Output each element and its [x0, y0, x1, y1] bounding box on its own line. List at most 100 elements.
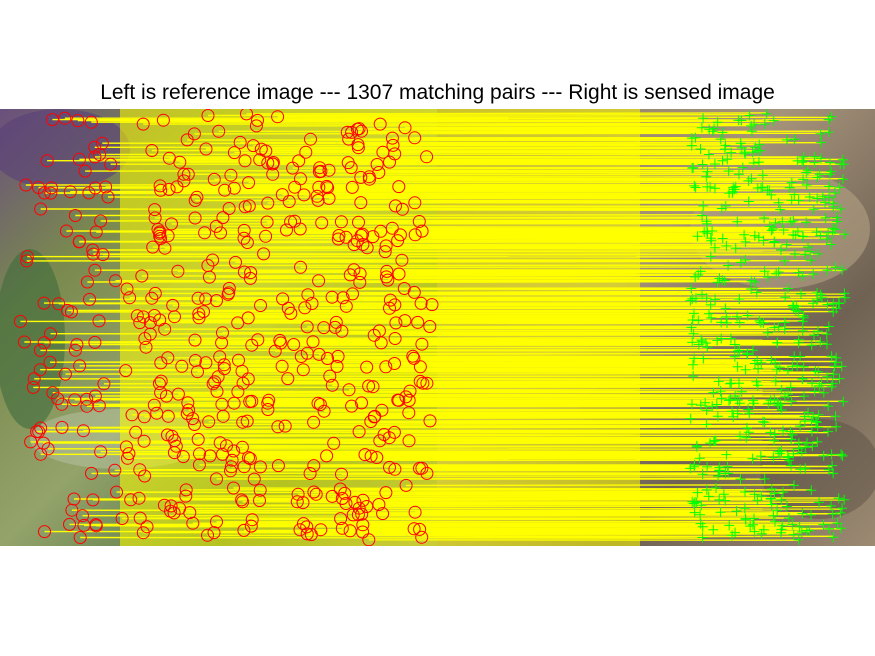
- match-line: [404, 126, 702, 129]
- reference-keypoint-circle-icon: [193, 447, 206, 461]
- sensed-keypoint-plus-icon: [710, 183, 721, 194]
- reference-keypoint-circle-icon: [379, 360, 393, 374]
- reference-keypoint-circle-icon: [389, 199, 402, 213]
- reference-keypoint-circle-icon: [364, 415, 378, 428]
- reference-keypoint-circle-icon: [110, 485, 123, 499]
- sensed-keypoint-plus-icon: [835, 204, 846, 215]
- reference-keypoint-circle-icon: [44, 327, 57, 341]
- reference-keypoint-circle-icon: [215, 336, 229, 350]
- reference-keypoint-circle-icon: [34, 447, 48, 461]
- reference-keypoint-circle-icon: [242, 176, 256, 190]
- sensed-keypoint-plus-icon: [815, 153, 826, 164]
- sensed-keypoint-plus-icon: [757, 182, 768, 193]
- match-line: [252, 518, 746, 521]
- sensed-keypoint-plus-icon: [705, 299, 716, 310]
- sensed-keypoint-plus-icon: [717, 233, 728, 244]
- reference-keypoint-circle-icon: [376, 507, 390, 521]
- reference-keypoint-circle-icon: [307, 415, 321, 429]
- reference-keypoint-circle-icon: [167, 506, 181, 520]
- reference-keypoint-circle-icon: [133, 316, 147, 330]
- sensed-keypoint-plus-icon: [789, 480, 800, 491]
- sensed-keypoint-plus-icon: [741, 423, 752, 434]
- reference-keypoint-circle-icon: [207, 526, 221, 540]
- reference-keypoint-circle-icon: [216, 409, 230, 423]
- reference-keypoint-circle-icon: [201, 109, 215, 122]
- match-line: [207, 114, 750, 117]
- matching-pairs-plot: [0, 109, 875, 546]
- reference-keypoint-circle-icon: [366, 380, 380, 394]
- sensed-keypoint-plus-icon: [779, 391, 790, 402]
- sensed-keypoint-plus-icon: [769, 488, 780, 499]
- sensed-keypoint-plus-icon: [776, 494, 787, 505]
- match-line: [40, 426, 747, 429]
- match-line: [198, 316, 804, 319]
- reference-keypoint-circle-icon: [167, 446, 181, 460]
- sensed-keypoint-plus-icon: [725, 333, 736, 344]
- sensed-keypoint-plus-icon: [739, 229, 750, 240]
- reference-keypoint-circle-icon: [213, 350, 227, 364]
- reference-keypoint-circle-icon: [352, 425, 366, 439]
- sensed-keypoint-plus-icon: [785, 460, 796, 471]
- reference-keypoint-circle-icon: [351, 508, 365, 522]
- sensed-keypoint-plus-icon: [792, 155, 803, 166]
- reference-keypoint-circle-icon: [403, 384, 417, 398]
- reference-keypoint-circle-icon: [336, 291, 350, 305]
- match-line: [378, 502, 772, 506]
- reference-keypoint-circle-icon: [216, 211, 230, 225]
- reference-keypoint-circle-icon: [290, 495, 304, 509]
- reference-keypoint-circle-icon: [161, 351, 175, 365]
- sensed-keypoint-plus-icon: [724, 520, 735, 531]
- sensed-keypoint-plus-icon: [815, 230, 826, 241]
- reference-keypoint-circle-icon: [188, 333, 202, 347]
- match-line: [155, 216, 826, 219]
- sensed-keypoint-plus-icon: [798, 312, 809, 323]
- reference-keypoint-circle-icon: [311, 396, 325, 410]
- reference-keypoint-circle-icon: [65, 503, 79, 517]
- reference-keypoint-circle-icon: [360, 241, 374, 255]
- reference-keypoint-circle-icon: [413, 360, 427, 374]
- sensed-keypoint-plus-icon: [787, 519, 798, 530]
- sensed-keypoint-plus-icon: [798, 151, 809, 162]
- reference-keypoint-circle-icon: [59, 224, 73, 238]
- match-line: [143, 122, 765, 125]
- reference-keypoint-circle-icon: [276, 292, 290, 306]
- sensed-keypoint-plus-icon: [705, 251, 716, 262]
- figure-title: Left is reference image --- 1307 matchin…: [100, 81, 775, 104]
- reference-keypoint-circle-icon: [227, 181, 241, 195]
- reference-keypoint-circle-icon: [80, 399, 94, 413]
- sensed-keypoint-plus-icon: [736, 142, 747, 153]
- match-line: [235, 260, 741, 264]
- sensed-keypoint-plus-icon: [839, 494, 850, 505]
- reference-keypoint-circle-icon: [325, 489, 339, 503]
- reference-keypoint-circle-icon: [352, 122, 366, 136]
- reference-keypoint-circle-icon: [88, 263, 102, 277]
- reference-keypoint-circle-icon: [335, 324, 349, 338]
- reference-keypoint-circle-icon: [327, 436, 341, 450]
- reference-keypoint-circle-icon: [198, 226, 212, 240]
- reference-keypoint-circle-icon: [13, 314, 27, 328]
- sensed-keypoint-plus-icon: [793, 267, 804, 278]
- reference-keypoint-circle-icon: [153, 313, 167, 327]
- sensed-keypoint-plus-icon: [746, 126, 757, 137]
- reference-keypoint-circle-icon: [245, 513, 259, 527]
- reference-keypoint-circle-icon: [342, 383, 356, 397]
- reference-keypoint-circle-icon: [88, 140, 102, 154]
- reference-keypoint-circle-icon: [88, 150, 102, 164]
- sensed-keypoint-plus-icon: [822, 339, 833, 350]
- reference-keypoint-circle-icon: [414, 296, 428, 310]
- sensed-keypoint-plus-icon: [755, 451, 766, 462]
- sensed-keypoint-plus-icon: [837, 154, 848, 165]
- sensed-keypoint-plus-icon: [740, 514, 751, 525]
- sensed-keypoint-plus-icon: [748, 158, 759, 169]
- match-line: [192, 417, 691, 420]
- reference-keypoint-circle-icon: [282, 195, 296, 208]
- reference-keypoint-circle-icon: [420, 466, 434, 480]
- reference-keypoint-circle-icon: [344, 161, 358, 175]
- reference-keypoint-circle-icon: [253, 460, 267, 474]
- reference-keypoint-circle-icon: [244, 266, 258, 280]
- reference-keypoint-circle-icon: [202, 415, 216, 429]
- sensed-keypoint-plus-icon: [774, 362, 785, 373]
- reference-keypoint-circle-icon: [298, 301, 312, 315]
- match-line: [342, 527, 842, 530]
- sensed-keypoint-plus-icon: [781, 134, 792, 145]
